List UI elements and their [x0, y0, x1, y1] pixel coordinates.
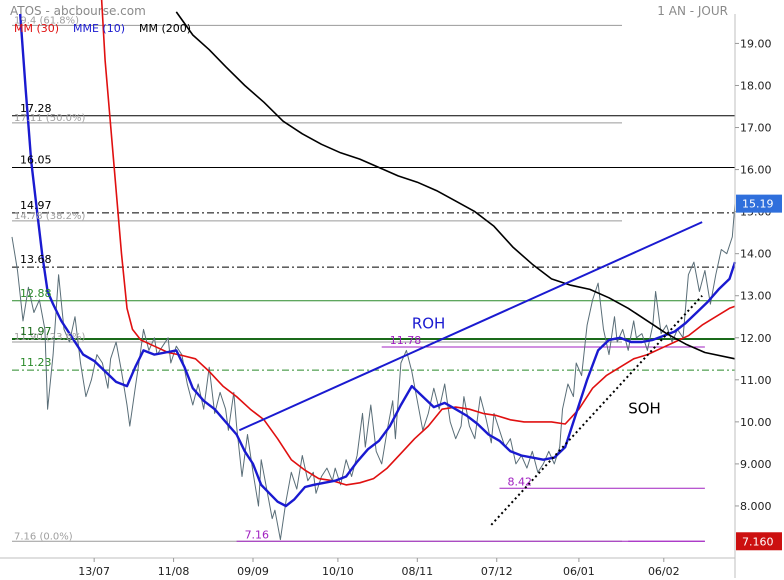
legend-entry: MM (200): [139, 22, 191, 35]
date-tick-label: 10/10: [322, 565, 354, 578]
level-labels: 19.4 (61.8%) 17.11 (50.0%) 14.78 (38.2%) 11…: [14, 15, 532, 542]
legend-entry: MM (30): [14, 22, 59, 35]
price-tick-label: 18.00: [740, 79, 772, 92]
date-tick-label: 11/08: [158, 565, 190, 578]
level-label: 11.23: [20, 356, 52, 369]
series-line: [175, 11, 736, 360]
date-tick-label: 06/02: [648, 565, 680, 578]
date-tick-label: 08/11: [401, 565, 433, 578]
price-tick-label: 13.00: [740, 290, 772, 303]
annotations: ROH SOH: [412, 315, 661, 418]
price-tick-label: 11.00: [740, 374, 772, 387]
price-tick-label: 12.00: [740, 332, 772, 345]
price-tick-label: 8.000: [740, 500, 772, 513]
low-price-label: 7.160: [742, 535, 774, 548]
support-levels: [236, 346, 705, 542]
price-axis: 19.0018.0017.0016.0015.0014.0013.0012.00…: [734, 14, 782, 578]
last-price-badge: [736, 194, 782, 213]
trendline: [490, 295, 703, 526]
series-lines: [11, 0, 737, 541]
trendline: [238, 221, 703, 432]
level-label: 12.88: [20, 287, 52, 300]
date-tick-label: 09/09: [237, 565, 269, 578]
date-tick-label: 07/12: [481, 565, 513, 578]
chart-period: 1 AN - JOUR: [657, 4, 728, 18]
annotation-label: ROH: [412, 315, 446, 333]
chart-legend: MM (30) MME (10) MM (200): [14, 22, 191, 35]
fib-level-label: 19.4 (61.8%): [14, 15, 79, 26]
series-line: [19, 13, 737, 508]
level-label: 11.97: [20, 325, 52, 338]
support-label: 11.78: [390, 334, 422, 347]
last-price-label: 15.19: [742, 198, 774, 211]
level-label: 13.68: [20, 253, 52, 266]
trendlines: [238, 221, 703, 526]
price-tick-label: 17.00: [740, 122, 772, 135]
date-axis: 13/07 11/08 09/09 10/10 08/11 07/12 06/01 06/02: [0, 557, 735, 578]
price-tick-label: 16.00: [740, 164, 772, 177]
series-line: [11, 203, 736, 541]
date-tick-label: 06/01: [563, 565, 595, 578]
price-tick-label: 10.00: [740, 416, 772, 429]
price-tick-label: 14.00: [740, 248, 772, 261]
level-label: 17.28: [20, 102, 52, 115]
support-label: 8.42: [507, 475, 532, 488]
fib-level-label: 14.78 (38.2%): [14, 211, 85, 222]
level-label: 16.05: [20, 153, 52, 166]
support-label: 7.16: [245, 528, 270, 541]
fib-level-label: 11.90 (23.6%): [14, 332, 85, 343]
legend-entry: MME (10): [73, 22, 125, 35]
fib-level-label: 17.11 (50.0%): [14, 113, 85, 124]
fibonacci-levels: [12, 24, 622, 542]
annotation-label: SOH: [628, 399, 661, 417]
price-tick-label: 9.000: [740, 458, 772, 471]
fib-level-label: 7.16 (0.0%): [14, 531, 73, 542]
chart-title: ATOS - abcbourse.com: [10, 4, 146, 18]
low-price-badge: [736, 532, 782, 551]
level-label: 14.97: [20, 199, 52, 212]
price-tick-label: 19.00: [740, 37, 772, 50]
series-line: [100, 0, 736, 486]
date-tick-label: 13/07: [78, 565, 110, 578]
